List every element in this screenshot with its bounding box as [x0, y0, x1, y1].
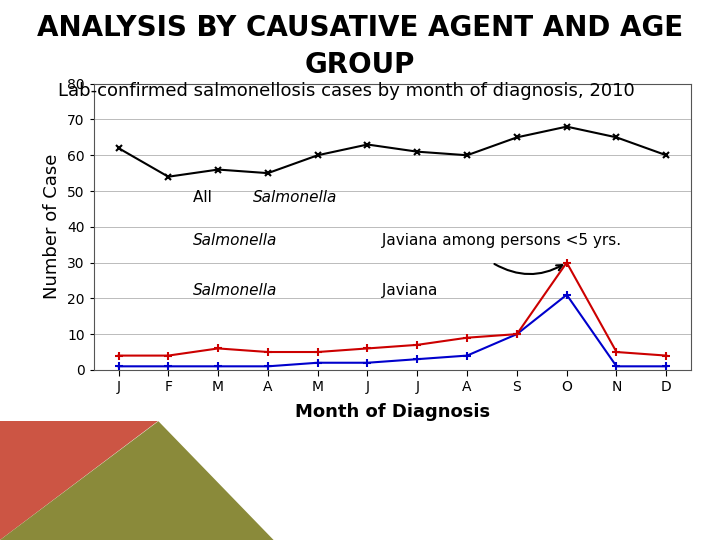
Text: All: All [193, 190, 217, 205]
Text: ANALYSIS BY CAUSATIVE AGENT AND AGE: ANALYSIS BY CAUSATIVE AGENT AND AGE [37, 14, 683, 42]
Text: Salmonella: Salmonella [253, 190, 338, 205]
Text: Javiana: Javiana [377, 283, 438, 298]
Text: Salmonella: Salmonella [193, 233, 278, 248]
Y-axis label: Number of Case: Number of Case [43, 154, 61, 300]
Text: Lab-confirmed salmonellosis cases by month of diagnosis, 2010: Lab-confirmed salmonellosis cases by mon… [58, 82, 634, 100]
Polygon shape [0, 421, 274, 540]
Polygon shape [0, 421, 158, 540]
X-axis label: Month of Diagnosis: Month of Diagnosis [294, 403, 490, 421]
Text: Javiana among persons <5 yrs.: Javiana among persons <5 yrs. [377, 233, 621, 248]
Text: Salmonella: Salmonella [193, 283, 278, 298]
Text: GROUP: GROUP [305, 51, 415, 79]
Text: 31: 31 [674, 507, 698, 526]
